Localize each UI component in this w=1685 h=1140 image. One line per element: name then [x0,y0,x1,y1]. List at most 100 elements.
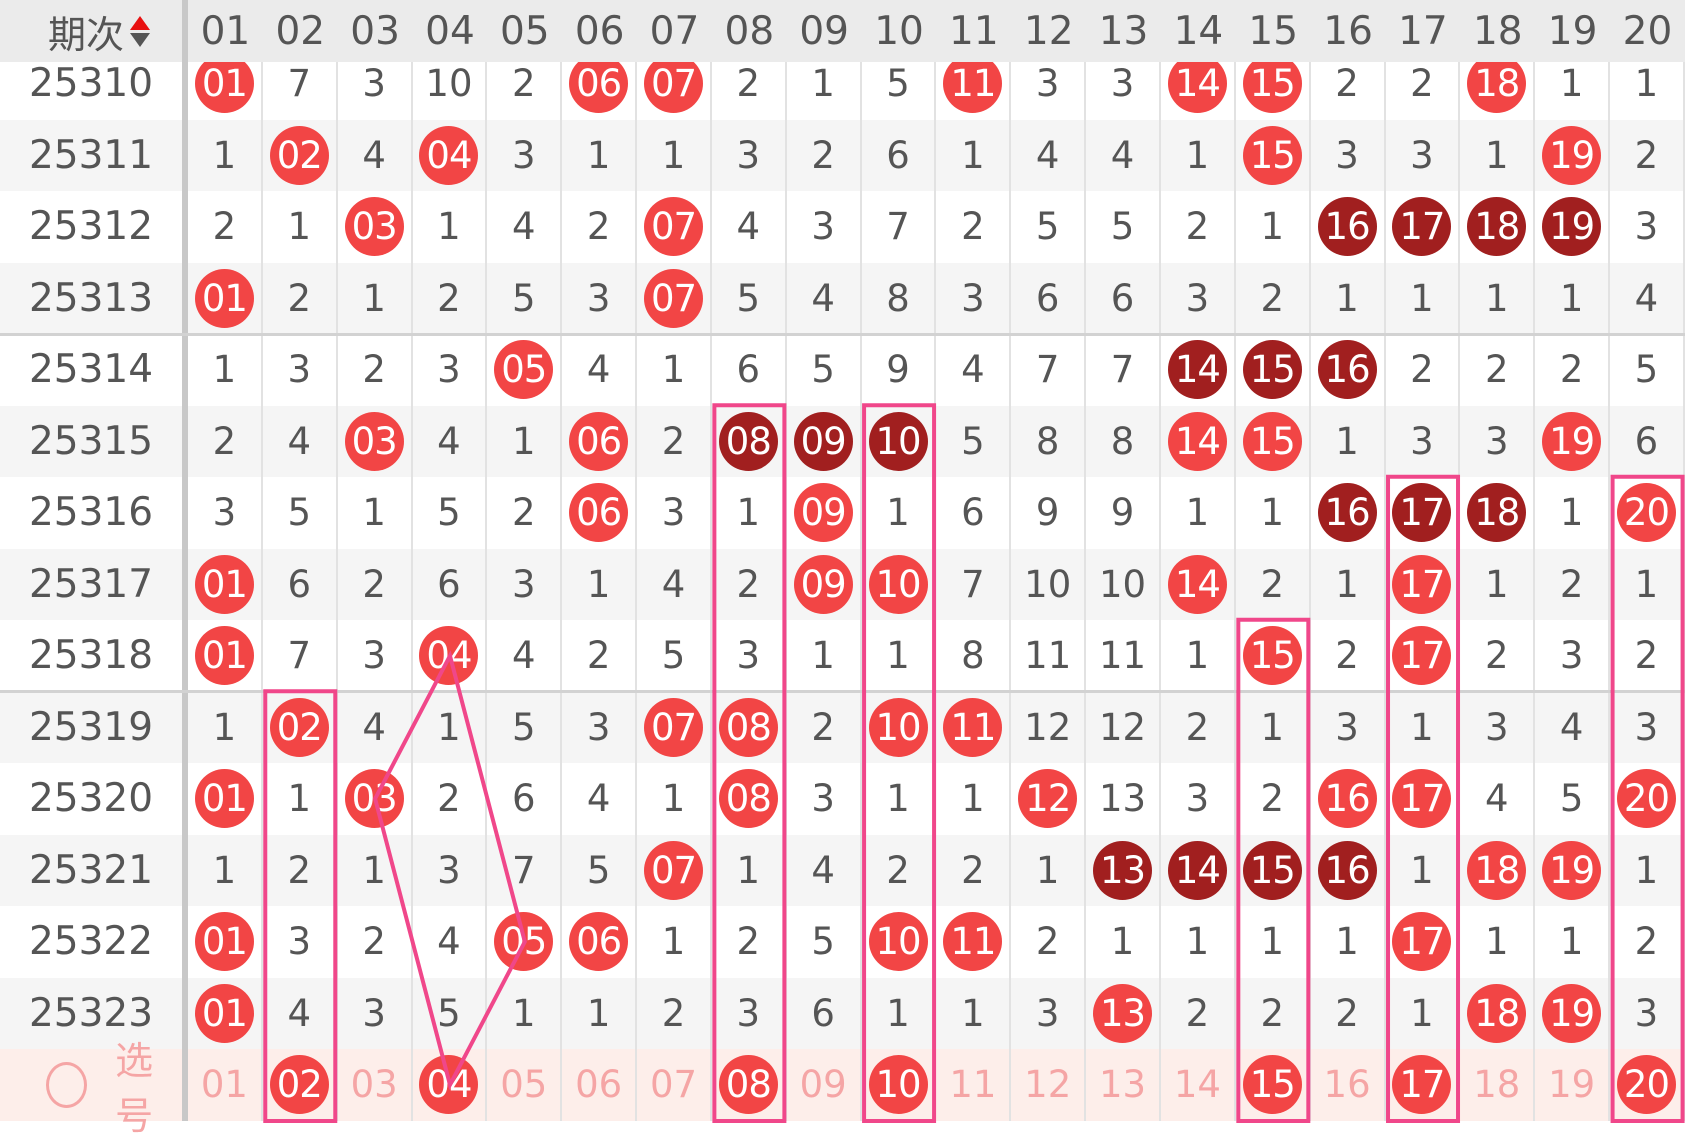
period-header-label: 期次 [47,12,124,57]
select-number-16[interactable]: 16 [1311,1049,1386,1121]
number-cell: 3 [1311,119,1386,191]
number-cell: 18 [1460,477,1536,549]
select-number-17[interactable]: 17 [1386,1049,1461,1121]
number-cell: 17 [1386,548,1461,620]
select-number-03[interactable]: 03 [338,1049,413,1121]
number-cell: 2 [1311,48,1386,120]
period-header[interactable]: 期次 [0,0,188,62]
number-cell: 2 [1161,191,1236,263]
consecutive-ball: 14 [1167,340,1227,400]
drawn-ball: 04 [419,125,479,185]
number-cell: 1 [1460,119,1536,191]
number-cell: 3 [1460,405,1536,477]
number-cell: 8 [1011,405,1087,477]
number-cell: 09 [787,548,862,620]
select-number-10[interactable]: 10 [862,1049,937,1121]
number-cell: 10 [413,48,488,120]
number-cell: 6 [413,548,488,620]
select-label-text: 选号 [115,1038,154,1138]
number-cell: 5 [1610,334,1685,406]
number-cell: 2 [1236,977,1311,1049]
select-number-07[interactable]: 07 [637,1049,712,1121]
number-cell: 3 [1610,691,1685,763]
select-number-08[interactable]: 08 [712,1049,787,1121]
number-cell: 07 [637,834,712,906]
number-cell: 5 [637,620,712,692]
number-cell: 16 [1311,477,1386,549]
number-cell: 17 [1386,191,1461,263]
select-label[interactable]: 选号 [0,1039,188,1138]
select-number-13[interactable]: 13 [1086,1049,1161,1121]
drawn-ball: 10 [868,697,928,757]
number-cell: 10 [862,405,937,477]
select-number-01[interactable]: 01 [188,1049,263,1121]
drawn-ball: 09 [793,554,853,614]
number-cell: 3 [413,334,488,406]
select-number-12[interactable]: 12 [1011,1049,1087,1121]
number-cell: 5 [787,906,862,978]
number-cell: 1 [936,119,1012,191]
number-cell: 2 [1386,48,1461,120]
select-number-14[interactable]: 14 [1161,1049,1236,1121]
select-number-15[interactable]: 15 [1236,1049,1311,1121]
number-cell: 1 [862,763,937,835]
number-cell: 1 [188,834,263,906]
number-cell: 04 [413,119,488,191]
number-cell: 3 [1610,977,1685,1049]
number-cell: 4 [1610,262,1685,334]
select-number-04[interactable]: 04 [413,1049,488,1121]
number-cell: 3 [787,763,862,835]
number-cell: 19 [1535,834,1611,906]
number-cell: 03 [338,763,413,835]
period-cell: 25319 [0,691,188,763]
number-cell: 1 [862,477,937,549]
number-cell: 3 [1161,763,1236,835]
number-cell: 07 [637,48,712,120]
drawn-ball: 13 [1093,983,1153,1043]
column-header-09: 09 [799,8,849,54]
consecutive-ball: 16 [1317,840,1377,900]
number-cell: 2 [1610,620,1685,692]
number-cell: 1 [1460,548,1536,620]
drawn-ball: 07 [643,697,703,757]
drawn-ball: 05 [494,340,554,400]
number-cell: 5 [712,262,787,334]
number-cell: 7 [1086,334,1161,406]
select-number-02[interactable]: 02 [263,1049,338,1121]
number-cell: 2 [1610,906,1685,978]
number-cell: 1 [1535,48,1611,120]
drawn-ball: 06 [569,912,629,972]
drawn-ball: 05 [494,912,554,972]
number-cell: 11 [936,906,1012,978]
number-cell: 3 [487,119,563,191]
number-cell: 1 [787,48,862,120]
number-cell: 11 [936,691,1012,763]
select-number-20[interactable]: 20 [1610,1049,1685,1121]
select-number-05[interactable]: 05 [487,1049,563,1121]
number-cell: 5 [936,405,1012,477]
number-cell: 1 [712,477,787,549]
number-cell: 2 [338,548,413,620]
period-cell: 25316 [0,477,188,549]
number-cell: 9 [1086,477,1161,549]
number-cell: 3 [562,691,638,763]
column-header-03: 03 [350,8,400,54]
number-cell: 1 [1386,977,1461,1049]
drawn-ball: 11 [943,54,1003,114]
column-header-04: 04 [425,8,475,54]
select-number-11[interactable]: 11 [936,1049,1012,1121]
number-cell: 01 [188,48,263,120]
number-cell: 13 [1086,763,1161,835]
radio-unchecked-icon[interactable] [46,1061,88,1108]
selected-ball: 20 [1616,1055,1676,1115]
number-cell: 3 [1610,191,1685,263]
drawn-ball: 04 [419,626,479,686]
select-number-06[interactable]: 06 [562,1049,638,1121]
sort-up-down-icon[interactable] [130,15,150,47]
number-cell: 12 [1086,691,1161,763]
select-number-19[interactable]: 19 [1535,1049,1611,1121]
select-number-09[interactable]: 09 [787,1049,862,1121]
selected-ball: 04 [419,1055,479,1115]
select-number-18[interactable]: 18 [1460,1049,1536,1121]
consecutive-ball: 18 [1467,197,1527,257]
